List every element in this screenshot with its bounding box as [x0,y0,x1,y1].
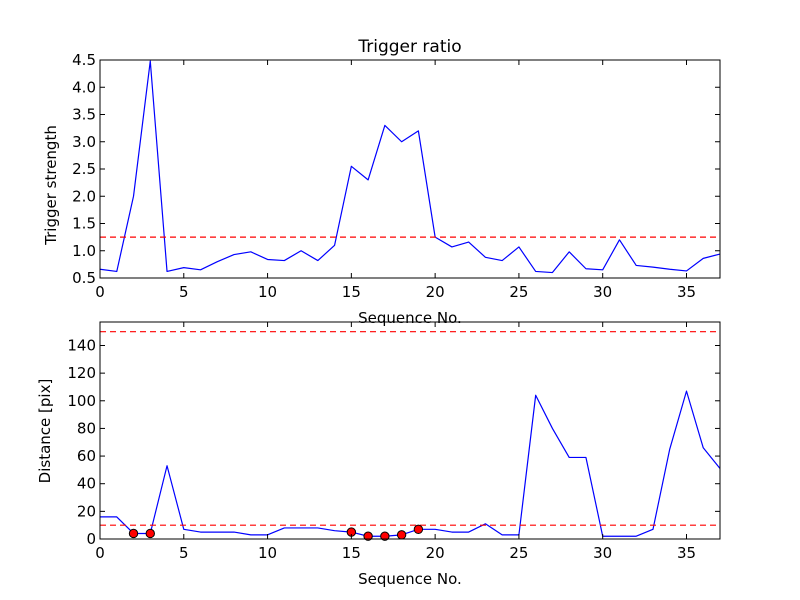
distance-chart: 0 5 10 15 20 25 30 35 0 20 40 60 80 100 120 140 Sequenc… [36,321,721,588]
series-line [100,390,721,537]
x-tick-label: 10 [258,283,277,301]
y-tick-label: 4.0 [72,78,96,96]
plot-area: 0 5 10 15 20 25 30 35 0 20 40 60 80 100 120 140 [67,321,721,562]
data-point-marker [413,524,424,535]
y-tick-label: 60 [77,447,96,465]
x-axis-label: Sequence No. [358,570,462,588]
y-tick-label: 120 [67,364,96,382]
y-tick-label: 3.5 [72,106,96,124]
data-point-marker [396,530,407,540]
y-tick-label: 100 [67,392,96,410]
y-tick-label: 80 [77,419,96,437]
plot-frame [99,321,721,540]
chart-title: Trigger ratio [357,37,461,57]
x-tick-label: 15 [342,544,361,562]
x-tick-label: 0 [95,283,105,301]
x-tick-label: 35 [677,283,696,301]
x-tick-label: 5 [179,544,189,562]
y-tick-label: 0 [86,530,96,548]
trigger-ratio-chart: Trigger ratio 0 5 10 15 20 25 30 35 0.5 1.0 1.5 2.0… [42,37,721,327]
y-tick-label: 0.5 [72,269,96,287]
plot-area: 0 5 10 15 20 25 30 35 0.5 1.0 1.5 2.0 2.5 3.0 3.5 4.0 4.… [72,51,721,301]
data-point-marker [363,531,373,541]
y-tick-label: 1.5 [72,215,96,233]
data-point-marker [128,528,139,539]
y-axis-label: Trigger strength [42,125,60,246]
y-tick-label: 40 [77,475,96,493]
y-axis-label: Distance [pix] [36,379,54,484]
y-tick-label: 2.0 [72,187,96,205]
x-tick-label: 30 [593,544,612,562]
y-tick-label: 20 [77,502,96,520]
series-line [99,60,721,274]
y-tick-label: 2.5 [72,160,96,178]
data-point-marker [380,531,390,541]
x-tick-label: 0 [95,544,105,562]
data-point-marker [145,528,155,539]
x-tick-label: 15 [342,283,361,301]
x-axis-label: Sequence No. [358,309,462,327]
y-tick-label: 4.5 [72,51,96,69]
x-tick-label: 20 [426,544,445,562]
y-tick-label: 140 [67,336,96,354]
x-tick-label: 20 [426,283,445,301]
x-tick-label: 30 [593,283,612,301]
x-tick-label: 35 [677,544,696,562]
y-tick-label: 1.0 [72,242,96,260]
x-tick-label: 25 [509,283,528,301]
x-tick-label: 5 [179,283,189,301]
y-tick-label: 3.0 [72,133,96,151]
x-tick-label: 10 [258,544,277,562]
x-tick-label: 25 [509,544,528,562]
